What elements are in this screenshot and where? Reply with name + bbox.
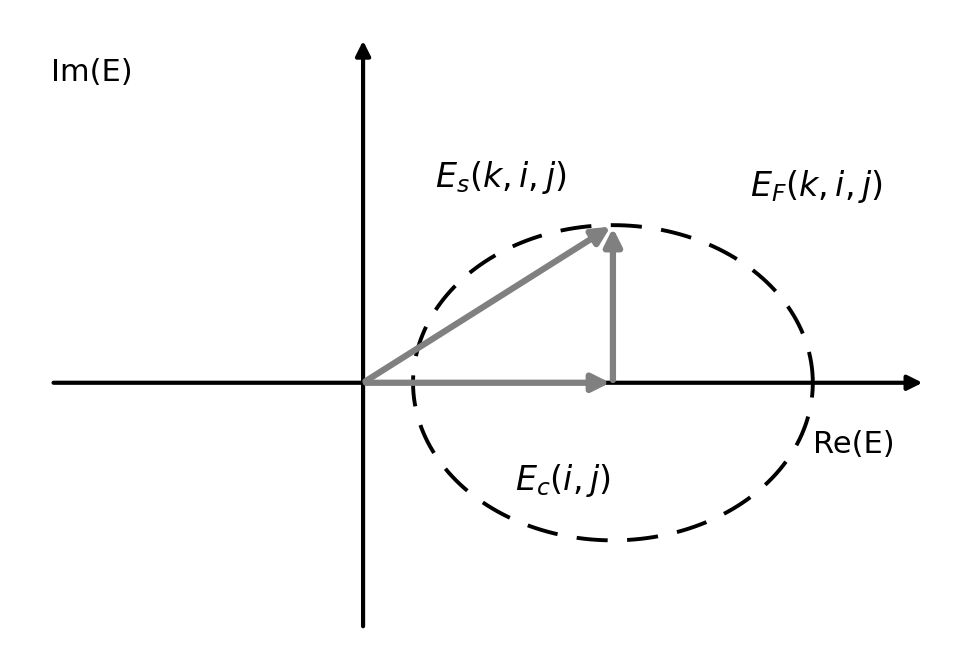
Text: Im(E): Im(E) [51, 58, 133, 87]
Text: Re(E): Re(E) [813, 430, 894, 458]
Text: $E_s(k,i,j)$: $E_s(k,i,j)$ [434, 159, 566, 195]
Text: $E_F(k,i,j)$: $E_F(k,i,j)$ [751, 169, 883, 205]
Text: $E_c(i,j)$: $E_c(i,j)$ [515, 462, 611, 498]
